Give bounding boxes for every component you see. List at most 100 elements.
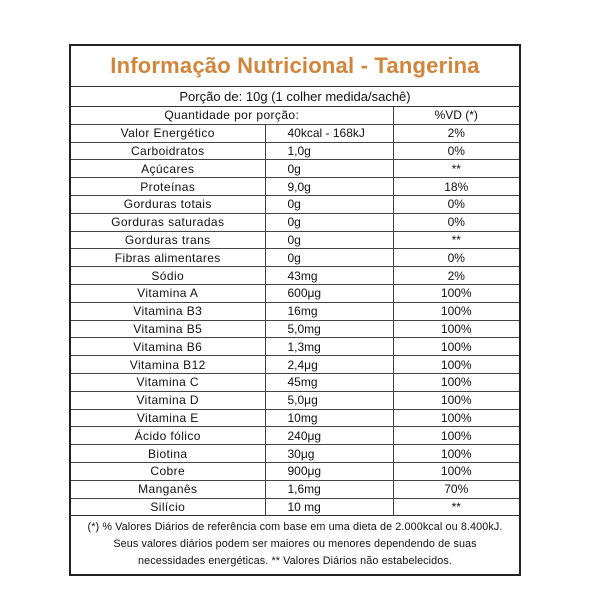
table-row: Carboidratos 1,0g 0% [71,141,520,161]
nutrient-vd: 0% [392,141,520,161]
nutrient-vd: ** [392,159,520,179]
nutrition-table: Quantidade por porção: %VD (*) Valor Ene… [71,107,520,516]
nutrient-vd: 0% [392,194,520,214]
table-row: Vitamina B5 5,0mg 100% [71,319,520,339]
table-row: Valor Energético 40kcal - 168kJ 2% [71,123,520,143]
table-row: Ácido fólico 240μg 100% [71,426,520,446]
table-row: Vitamina C 45mg 100% [71,372,520,392]
nutrient-name: Gorduras saturadas [71,212,266,232]
table-row: Vitamina D 5,0μg 100% [71,390,520,410]
table-row: Vitamina B12 2,4μg 100% [71,355,520,374]
nutrition-facts-label: Informação Nutricional - Tangerina Porçã… [69,44,521,577]
nutrient-name: Ácido fólico [71,426,266,446]
nutrient-quantity: 0g [264,159,394,179]
nutrient-quantity: 45mg [264,372,394,392]
footnote-line-1: (*) % Valores Diários de referência com … [87,521,503,534]
label-title: Informação Nutricional - Tangerina [71,46,519,87]
nutrient-quantity: 1,6mg [264,479,394,499]
nutrient-name: Carboidratos [71,141,266,161]
nutrient-quantity: 43mg [264,266,394,285]
nutrient-vd: 100% [392,301,520,321]
nutrient-name: Cobre [71,461,266,481]
nutrient-quantity: 10 mg [264,497,394,516]
footnote-line-3: necessidades energéticas. ** Valores Diá… [138,555,452,568]
nutrient-vd: 100% [392,390,520,410]
table-row: Biotina 30μg 100% [71,444,520,463]
nutrient-quantity: 600μg [264,283,394,303]
nutrient-vd: 100% [392,319,520,339]
nutrient-vd: 100% [392,461,520,481]
nutrient-name: Vitamina B12 [71,355,266,374]
nutrient-vd: 18% [392,177,520,196]
nutrient-vd: 70% [392,479,520,499]
table-row: Açúcares 0g ** [71,159,520,179]
footnote-line-2: Seus valores diários podem ser maiores o… [113,538,477,551]
nutrient-name: Vitamina C [71,372,266,392]
nutrient-vd: 100% [392,426,520,446]
nutrient-name: Manganês [71,479,266,499]
nutrient-rows: Valor Energético 40kcal - 168kJ 2% Carboidr… [71,123,520,516]
nutrient-name: Vitamina B3 [71,301,266,321]
nutrient-name: Vitamina D [71,390,266,410]
table-row: Proteínas 9,0g 18% [71,177,520,196]
nutrient-vd: 100% [392,283,520,303]
nutrient-quantity: 9,0g [264,177,394,196]
nutrient-quantity: 10mg [264,408,394,428]
nutrient-quantity: 1,0g [264,141,394,161]
nutrient-quantity: 0g [264,194,394,214]
nutrient-quantity: 5,0μg [264,390,394,410]
nutrient-name: Vitamina E [71,408,266,428]
nutrient-vd: ** [392,230,520,250]
header-quantity: Quantidade por porção: [71,107,394,125]
nutrient-name: Valor Energético [71,123,266,143]
nutrient-vd: 100% [392,408,520,428]
nutrient-vd: 2% [392,266,520,285]
nutrient-quantity: 900μg [264,461,394,481]
nutrient-quantity: 2,4μg [264,355,394,374]
nutrient-vd: ** [392,497,520,516]
table-row: Vitamina A 600μg 100% [71,283,520,303]
table-row: Fibras alimentares 0g 0% [71,248,520,268]
nutrient-name: Silício [71,497,266,516]
nutrient-quantity: 40kcal - 168kJ [264,123,394,143]
table-row: Gorduras trans 0g ** [71,230,520,250]
header-vd: %VD (*) [392,107,520,125]
table-row: Cobre 900μg 100% [71,461,520,481]
nutrient-name: Fibras alimentares [71,248,266,268]
table-row: Vitamina B3 16mg 100% [71,301,520,321]
nutrient-quantity: 5,0mg [264,319,394,339]
nutrient-vd: 0% [392,248,520,268]
nutrient-name: Gorduras totais [71,194,266,214]
nutrient-vd: 100% [392,444,520,463]
nutrient-quantity: 240μg [264,426,394,446]
nutrient-vd: 100% [392,355,520,374]
nutrient-vd: 2% [392,123,520,143]
nutrient-name: Proteínas [71,177,266,196]
nutrient-vd: 100% [392,337,520,357]
nutrient-name: Gorduras trans [71,230,266,250]
table-row: Gorduras saturadas 0g 0% [71,212,520,232]
nutrient-name: Vitamina B5 [71,319,266,339]
nutrient-quantity: 30μg [264,444,394,463]
nutrient-quantity: 1,3mg [264,337,394,357]
table-row: Sódio 43mg 2% [71,266,520,285]
table-row: Manganês 1,6mg 70% [71,479,520,499]
nutrient-quantity: 0g [264,212,394,232]
footnote: (*) % Valores Diários de referência com … [71,515,519,574]
nutrient-name: Vitamina A [71,283,266,303]
nutrient-name: Biotina [71,444,266,463]
table-row: Silício 10 mg ** [71,497,520,516]
nutrient-vd: 0% [392,212,520,232]
portion-size: Porção de: 10g (1 colher medida/sachê) [71,87,519,107]
table-header-row: Quantidade por porção: %VD (*) [71,107,520,125]
table-row: Vitamina E 10mg 100% [71,408,520,428]
nutrient-quantity: 0g [264,248,394,268]
nutrient-name: Sódio [71,266,266,285]
nutrient-name: Açúcares [71,159,266,179]
table-row: Gorduras totais 0g 0% [71,194,520,214]
nutrient-vd: 100% [392,372,520,392]
nutrient-name: Vitamina B6 [71,337,266,357]
nutrient-quantity: 16mg [264,301,394,321]
nutrient-quantity: 0g [264,230,394,250]
table-row: Vitamina B6 1,3mg 100% [71,337,520,357]
